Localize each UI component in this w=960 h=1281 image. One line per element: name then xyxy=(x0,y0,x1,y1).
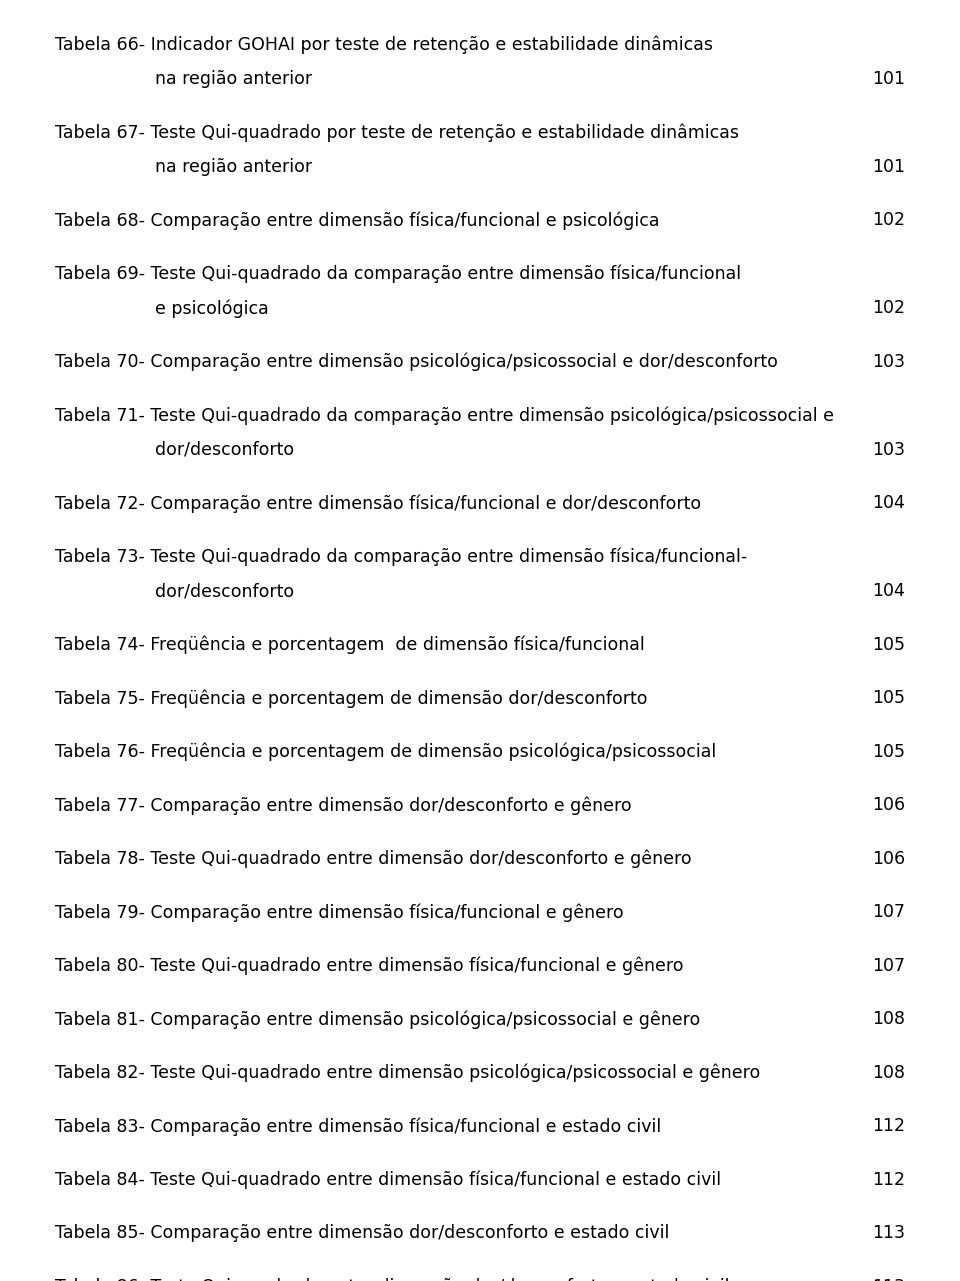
Text: 113: 113 xyxy=(872,1225,905,1243)
Text: 107: 107 xyxy=(872,957,905,975)
Text: 101: 101 xyxy=(872,69,905,87)
Text: Tabela 68- Comparação entre dimensão física/funcional e psicológica: Tabela 68- Comparação entre dimensão fís… xyxy=(55,211,660,229)
Text: 102: 102 xyxy=(872,211,905,229)
Text: Tabela 74- Freqüência e porcentagem  de dimensão física/funcional: Tabela 74- Freqüência e porcentagem de d… xyxy=(55,635,645,655)
Text: 102: 102 xyxy=(872,298,905,316)
Text: 108: 108 xyxy=(872,1063,905,1081)
Text: Tabela 73- Teste Qui-quadrado da comparação entre dimensão física/funcional-: Tabela 73- Teste Qui-quadrado da compara… xyxy=(55,547,747,566)
Text: 105: 105 xyxy=(872,689,905,707)
Text: 106: 106 xyxy=(872,796,905,813)
Text: 106: 106 xyxy=(872,849,905,867)
Text: 113: 113 xyxy=(872,1277,905,1281)
Text: 104: 104 xyxy=(872,582,905,600)
Text: 105: 105 xyxy=(872,743,905,761)
Text: 103: 103 xyxy=(872,441,905,459)
Text: Tabela 77- Comparação entre dimensão dor/desconforto e gênero: Tabela 77- Comparação entre dimensão dor… xyxy=(55,796,632,815)
Text: Tabela 83- Comparação entre dimensão física/funcional e estado civil: Tabela 83- Comparação entre dimensão fís… xyxy=(55,1117,661,1135)
Text: na região anterior: na região anterior xyxy=(155,69,312,87)
Text: 107: 107 xyxy=(872,903,905,921)
Text: Tabela 69- Teste Qui-quadrado da comparação entre dimensão física/funcional: Tabela 69- Teste Qui-quadrado da compara… xyxy=(55,264,741,283)
Text: Tabela 81- Comparação entre dimensão psicológica/psicossocial e gênero: Tabela 81- Comparação entre dimensão psi… xyxy=(55,1009,700,1029)
Text: 108: 108 xyxy=(872,1009,905,1027)
Text: Tabela 84- Teste Qui-quadrado entre dimensão física/funcional e estado civil: Tabela 84- Teste Qui-quadrado entre dime… xyxy=(55,1171,721,1189)
Text: 112: 112 xyxy=(872,1117,905,1135)
Text: Tabela 76- Freqüência e porcentagem de dimensão psicológica/psicossocial: Tabela 76- Freqüência e porcentagem de d… xyxy=(55,743,716,761)
Text: Tabela 82- Teste Qui-quadrado entre dimensão psicológica/psicossocial e gênero: Tabela 82- Teste Qui-quadrado entre dime… xyxy=(55,1063,760,1082)
Text: Tabela 75- Freqüência e porcentagem de dimensão dor/desconforto: Tabela 75- Freqüência e porcentagem de d… xyxy=(55,689,647,707)
Text: Tabela 85- Comparação entre dimensão dor/desconforto e estado civil: Tabela 85- Comparação entre dimensão dor… xyxy=(55,1225,669,1243)
Text: Tabela 71- Teste Qui-quadrado da comparação entre dimensão psicológica/psicossoc: Tabela 71- Teste Qui-quadrado da compara… xyxy=(55,406,834,424)
Text: e psicológica: e psicológica xyxy=(155,298,269,318)
Text: Tabela 86- Teste Qui-quadrado entre dimensão dor/desconforto e estado civil: Tabela 86- Teste Qui-quadrado entre dime… xyxy=(55,1277,730,1281)
Text: Tabela 66- Indicador GOHAI por teste de retenção e estabilidade dinâmicas: Tabela 66- Indicador GOHAI por teste de … xyxy=(55,35,713,54)
Text: Tabela 70- Comparação entre dimensão psicológica/psicossocial e dor/desconforto: Tabela 70- Comparação entre dimensão psi… xyxy=(55,352,778,371)
Text: Tabela 67- Teste Qui-quadrado por teste de retenção e estabilidade dinâmicas: Tabela 67- Teste Qui-quadrado por teste … xyxy=(55,123,739,141)
Text: na região anterior: na região anterior xyxy=(155,158,312,175)
Text: dor/desconforto: dor/desconforto xyxy=(155,441,294,459)
Text: 101: 101 xyxy=(872,158,905,175)
Text: Tabela 79- Comparação entre dimensão física/funcional e gênero: Tabela 79- Comparação entre dimensão fís… xyxy=(55,903,624,921)
Text: 105: 105 xyxy=(872,635,905,653)
Text: 103: 103 xyxy=(872,352,905,370)
Text: 112: 112 xyxy=(872,1171,905,1189)
Text: Tabela 80- Teste Qui-quadrado entre dimensão física/funcional e gênero: Tabela 80- Teste Qui-quadrado entre dime… xyxy=(55,957,684,975)
Text: dor/desconforto: dor/desconforto xyxy=(155,582,294,600)
Text: Tabela 78- Teste Qui-quadrado entre dimensão dor/desconforto e gênero: Tabela 78- Teste Qui-quadrado entre dime… xyxy=(55,849,691,869)
Text: Tabela 72- Comparação entre dimensão física/funcional e dor/desconforto: Tabela 72- Comparação entre dimensão fís… xyxy=(55,494,701,512)
Text: 104: 104 xyxy=(872,494,905,512)
